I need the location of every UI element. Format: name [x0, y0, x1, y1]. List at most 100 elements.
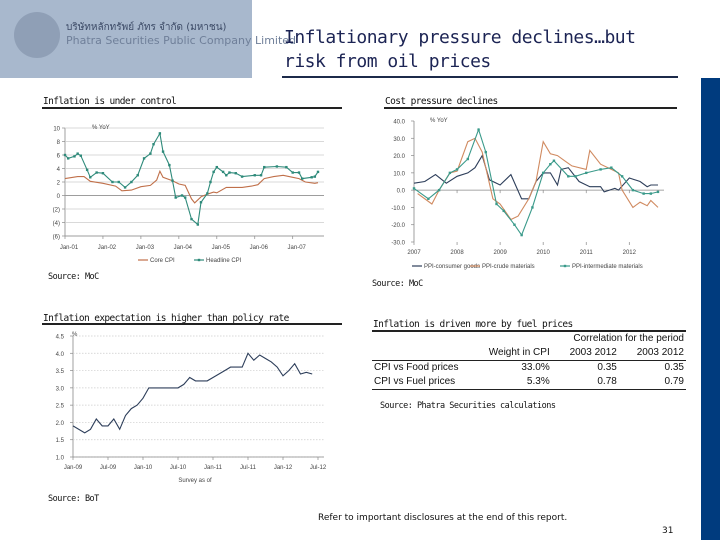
table-cell: 0.78 [597, 376, 617, 387]
panel-title-cost: Cost pressure declines [385, 96, 498, 107]
data-point [549, 163, 552, 166]
legend-label: Headline CPI [206, 258, 242, 264]
row-label: CPI vs Fuel prices [374, 376, 456, 387]
table-cell: 0.79 [664, 376, 684, 387]
panel-title-fuel: Inflation is driven more by fuel prices [373, 319, 573, 330]
data-point [79, 154, 83, 157]
data-point [161, 150, 165, 153]
x-tick-label: Jan-11 [204, 465, 223, 471]
data-point [234, 172, 237, 175]
y-tick-label: 2.0 [56, 421, 65, 427]
panel-title-expectation: Inflation expectation is higher than pol… [43, 313, 289, 324]
data-point [275, 165, 279, 168]
legend-label: PPI-intermediate materials [572, 264, 643, 270]
slide-title: Inflationary pressure declines…but risk … [284, 27, 636, 72]
table-cell: 0.35 [597, 362, 617, 373]
data-point [212, 170, 215, 174]
y-tick-label: 4.0 [56, 352, 65, 358]
y-tick-label: 20.0 [393, 154, 405, 160]
data-point [466, 157, 470, 161]
y-tick-label: 1.0 [56, 456, 65, 462]
series-line-headline-cpi [64, 131, 319, 226]
data-point [437, 188, 441, 192]
x-tick-label: Jan-02 [98, 245, 117, 251]
data-point [136, 174, 139, 177]
data-point [484, 150, 487, 154]
company-logo-banner: บริษัทหลักทรัพย์ ภัทร จำกัด (มหาชน) Phat… [0, 0, 296, 78]
data-point [513, 223, 516, 226]
data-point [76, 152, 79, 155]
data-point [291, 171, 294, 174]
row-label: CPI vs Food prices [374, 362, 459, 373]
data-point [495, 202, 498, 206]
y-tick-label: 1.5 [56, 438, 65, 444]
series-line-ppi-intermediate-materials [413, 127, 659, 237]
data-point [101, 172, 105, 175]
data-point [158, 132, 162, 135]
y-tick-label: 6 [57, 154, 61, 160]
data-point [209, 180, 212, 184]
data-point [73, 155, 76, 158]
legend-label: PPI-consumer goods [424, 264, 480, 270]
data-point [152, 143, 155, 146]
y-tick-label: 30.0 [393, 137, 405, 143]
panel-divider [42, 323, 342, 325]
brand-side-bar [701, 78, 720, 540]
data-point [63, 153, 67, 157]
page-number: 31 [662, 526, 674, 536]
column-header: 2003 2012 [569, 347, 617, 358]
data-point [412, 187, 416, 190]
chart-1: (6) (4) (2) 0 2 4 6 8 10 Jan-01 Jan-02 Jan-03 Jan-04… [53, 125, 324, 264]
x-tick-label: Jan-06 [250, 245, 269, 251]
data-point [649, 192, 653, 195]
y-tick-label: -30.0 [391, 241, 405, 247]
table-row: CPI vs Fuel prices 5.3% 0.78 0.79 [372, 375, 686, 390]
data-point [95, 171, 98, 174]
data-point [297, 171, 301, 174]
chart-3: 1.0 1.5 2.0 2.5 3.0 3.5 4.0 4.5 Jan-09 Jul-09 Jan-… [56, 332, 327, 484]
data-point [502, 209, 505, 213]
y-tick-label: 2 [57, 181, 61, 187]
legend-marker [563, 264, 567, 268]
data-point [196, 223, 200, 226]
series-line-ppi-crude-materials [417, 137, 659, 221]
data-point [168, 163, 171, 167]
x-tick-label: Jul-11 [240, 465, 257, 471]
y-tick-label: (6) [53, 235, 60, 241]
data-point [174, 196, 177, 199]
source-note: Source: MoC [372, 279, 423, 289]
data-point [259, 174, 263, 177]
table-cell: 0.35 [664, 362, 684, 373]
y-axis-unit: % YoY [430, 118, 448, 124]
data-point [642, 192, 645, 195]
title-divider [282, 76, 678, 78]
data-point [215, 165, 218, 169]
x-tick-label: Jan-07 [288, 245, 307, 251]
data-point [631, 188, 635, 192]
data-point [228, 171, 231, 174]
x-tick-label: Jul-10 [170, 465, 187, 471]
series-line-ppi-consumer-goods [413, 154, 658, 200]
y-tick-label: 0 [57, 194, 61, 200]
legend-label: Core CPI [150, 258, 175, 264]
y-tick-label: (4) [53, 221, 60, 227]
source-note: Source: BoT [48, 494, 99, 504]
column-header: Weight in CPI [488, 347, 550, 358]
data-point [541, 171, 545, 175]
data-point [300, 177, 304, 180]
x-tick-label: 2012 [623, 250, 637, 256]
data-point [585, 171, 588, 175]
data-point [656, 190, 660, 194]
legend-label: PPI-crude materials [482, 264, 535, 270]
data-point [599, 168, 602, 171]
panel-title-inflation: Inflation is under control [43, 96, 177, 107]
series-line-core-cpi [64, 169, 319, 204]
x-tick-label: 2010 [536, 250, 550, 256]
data-point [240, 175, 244, 178]
x-tick-label: 2011 [580, 250, 594, 256]
data-point [199, 201, 203, 204]
data-point [183, 196, 187, 199]
series-line-expectation [72, 352, 313, 434]
table-row: CPI vs Food prices 33.0% 0.35 0.35 [372, 361, 686, 376]
data-point [316, 170, 320, 174]
